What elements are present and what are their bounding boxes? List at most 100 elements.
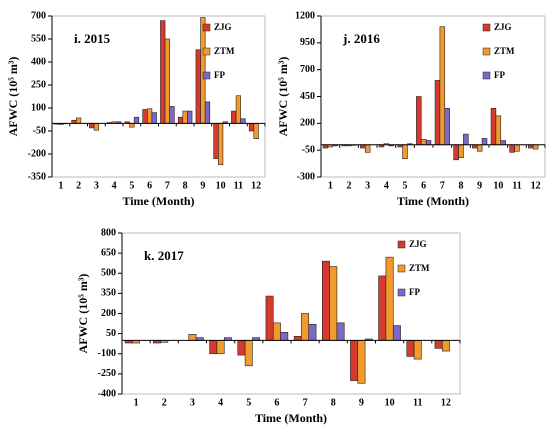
x-tick-label: 5 <box>129 180 134 191</box>
bar <box>358 340 365 383</box>
x-tick-label: 1 <box>134 397 139 408</box>
chart-title: j. 2016 <box>342 31 380 46</box>
bar <box>160 21 165 124</box>
y-tick-label: -50 <box>33 125 46 136</box>
chart-title: k. 2017 <box>144 248 184 263</box>
y-tick-label: 800 <box>101 227 116 238</box>
bar <box>426 141 431 145</box>
x-tick-label: 9 <box>200 180 205 191</box>
x-tick-label: 5 <box>246 397 251 408</box>
legend-swatch <box>483 72 490 79</box>
legend-swatch <box>398 241 405 248</box>
bar <box>147 109 152 124</box>
x-tick-label: 7 <box>440 180 445 191</box>
y-tick-label: 400 <box>31 56 46 67</box>
bar <box>273 323 280 340</box>
bar <box>178 117 183 123</box>
y-tick-label: 100 <box>31 102 46 113</box>
bar <box>281 332 288 340</box>
bar <box>496 116 501 145</box>
legend-label: ZJG <box>494 22 512 32</box>
bar <box>217 340 224 353</box>
legend-label: FP <box>409 287 420 297</box>
bar <box>463 134 468 145</box>
bar <box>205 102 210 123</box>
x-tick-label: 3 <box>365 180 370 191</box>
x-tick-label: 9 <box>477 180 482 191</box>
legend-label: ZTM <box>494 46 515 56</box>
x-tick-label: 5 <box>403 180 408 191</box>
x-tick-label: 12 <box>251 180 261 191</box>
bar <box>350 340 357 380</box>
y-tick-label: 700 <box>300 64 315 75</box>
x-tick-label: 4 <box>384 180 389 191</box>
x-tick-label: 4 <box>112 180 117 191</box>
y-tick-label: 350 <box>101 288 116 299</box>
x-tick-label: 10 <box>216 180 226 191</box>
bar <box>294 336 301 340</box>
bar <box>477 145 482 151</box>
bar <box>238 340 245 355</box>
x-tick-label: 2 <box>347 180 352 191</box>
bar <box>510 145 515 153</box>
x-tick-label: 3 <box>190 397 195 408</box>
x-tick-label: 11 <box>413 397 422 408</box>
x-tick-label: 11 <box>512 180 521 191</box>
y-tick-label: 700 <box>31 10 46 21</box>
bar <box>330 267 337 341</box>
y-tick-label: 500 <box>101 268 116 279</box>
y-axis-label: AFWC (10⁵ m³) <box>76 274 90 354</box>
bar <box>365 145 370 153</box>
legend-label: FP <box>214 70 225 80</box>
y-axis-label: AFWC (10⁵ m³) <box>6 57 20 137</box>
bar <box>196 50 201 124</box>
bar <box>94 123 99 130</box>
legend-swatch <box>398 289 405 296</box>
bar <box>454 145 459 160</box>
x-tick-label: 6 <box>147 180 152 191</box>
y-tick-label: 650 <box>101 247 116 258</box>
x-axis-label: Time (Month) <box>255 411 327 425</box>
bar <box>337 323 344 340</box>
bar <box>245 340 252 365</box>
bar <box>249 123 254 131</box>
x-tick-label: 8 <box>183 180 188 191</box>
y-tick-label: 550 <box>31 33 46 44</box>
bar <box>236 96 241 124</box>
bar <box>187 111 192 123</box>
bar <box>482 138 487 144</box>
bar <box>130 123 135 127</box>
bar <box>143 110 148 124</box>
y-tick-label: 200 <box>300 118 315 129</box>
bar <box>76 118 81 123</box>
x-tick-label: 12 <box>531 180 541 191</box>
x-tick-label: 2 <box>76 180 81 191</box>
bar <box>214 123 219 158</box>
x-axis-label: Time (Month) <box>122 194 194 208</box>
bar <box>301 314 308 341</box>
bar <box>393 326 400 341</box>
bar <box>501 141 506 145</box>
bar <box>440 27 445 145</box>
x-tick-label: 7 <box>303 397 308 408</box>
y-tick-label: -400 <box>98 388 116 399</box>
bar <box>445 108 450 144</box>
x-tick-label: 10 <box>385 397 395 408</box>
y-tick-label: 250 <box>31 79 46 90</box>
legend-swatch <box>483 24 490 31</box>
x-tick-label: 1 <box>58 180 63 191</box>
bar <box>459 145 464 158</box>
bar <box>403 145 408 159</box>
chart-title: i. 2015 <box>74 31 111 46</box>
bar <box>231 111 236 123</box>
bar <box>254 123 259 138</box>
bar <box>170 106 175 123</box>
bar <box>322 261 329 340</box>
x-tick-label: 8 <box>459 180 464 191</box>
bar <box>309 324 316 340</box>
legend-swatch <box>203 72 210 79</box>
legend-label: ZJG <box>409 239 427 249</box>
bar <box>201 18 206 124</box>
